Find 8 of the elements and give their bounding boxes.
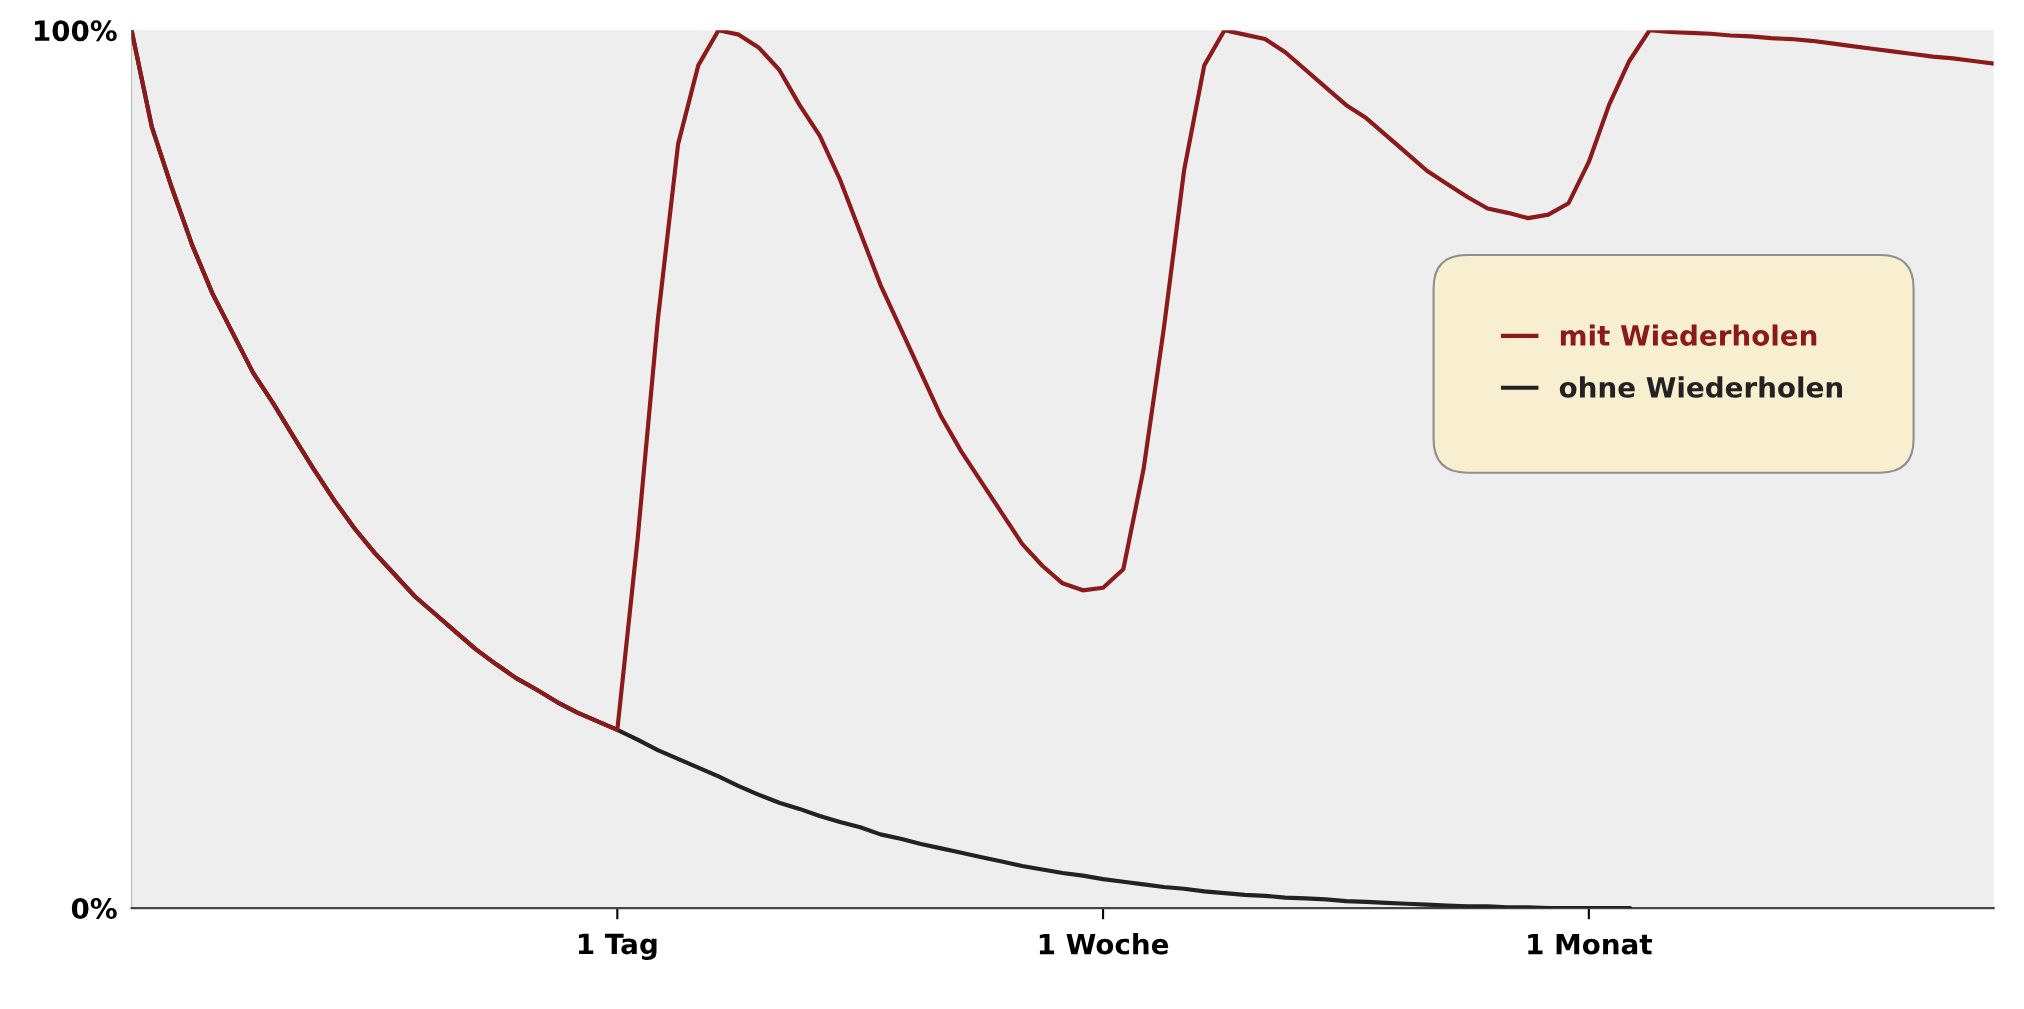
legend-label: mit Wiederholen [1560,324,1817,346]
line-series [131,30,1994,732]
legend-label: ohne Wiederholen [1559,376,1842,398]
x-tick-label: 1 Woche [1039,933,1169,955]
x-tick-label: 1 Tag [578,933,657,960]
x-tick-label: 1 Monat [1528,933,1652,955]
y-tick-label: 0% [71,898,117,920]
y-tick-label: 100% [34,20,117,42]
